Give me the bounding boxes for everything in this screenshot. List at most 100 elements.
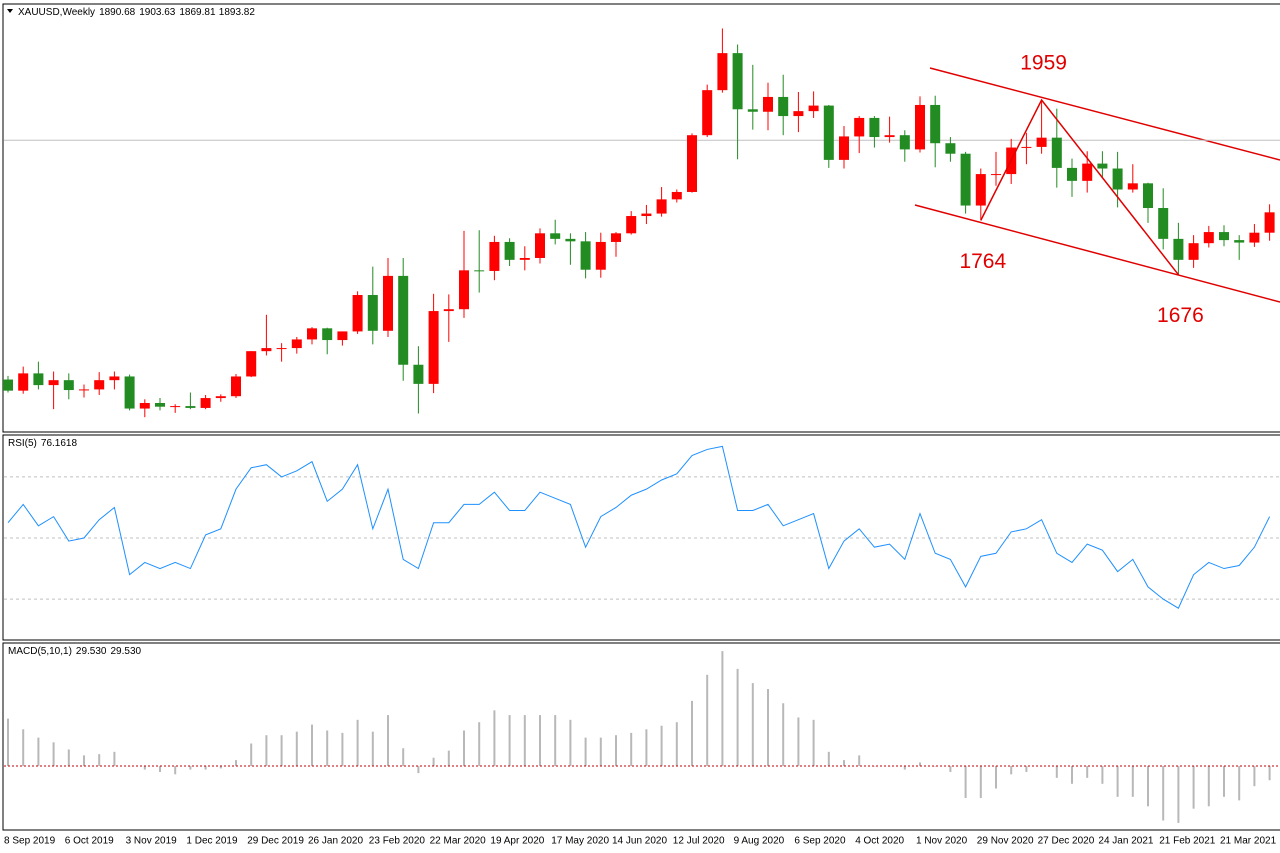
macd-bar (159, 766, 161, 772)
macd-bar (751, 683, 754, 767)
macd-bar (934, 766, 937, 767)
candle-body (276, 348, 287, 350)
candle-body (261, 348, 272, 352)
macd-bar (630, 732, 633, 767)
candle-body (215, 396, 226, 399)
candle-body (231, 376, 241, 397)
candle-body (641, 213, 652, 217)
macd-bar (523, 715, 526, 767)
candle-body (839, 136, 849, 160)
macd-bar (1253, 766, 1256, 787)
candle-body (565, 238, 576, 242)
x-tick-label: 3 Nov 2019 (126, 836, 178, 847)
macd-bar (1147, 766, 1149, 807)
macd-bar (280, 735, 283, 767)
candle-body (124, 376, 135, 409)
macd-bar (219, 766, 222, 769)
macd-bar (265, 735, 268, 767)
macd-bar (1101, 766, 1104, 784)
candle-body (1158, 208, 1169, 239)
macd-bar (37, 737, 40, 767)
macd-bar (1055, 766, 1058, 778)
candle-body (1173, 238, 1184, 260)
candle-body (580, 241, 591, 270)
x-tick-label: 17 May 2020 (551, 836, 609, 847)
x-tick-label: 26 Jan 2020 (308, 836, 363, 847)
x-tick-label: 6 Sep 2020 (794, 836, 846, 847)
title-part: 1890.68 (99, 7, 136, 18)
x-tick-label: 9 Aug 2020 (734, 836, 785, 847)
panel-title: MACD(5,10,1) 29.530 29.530 (8, 646, 142, 657)
candle-body (915, 104, 925, 150)
candle-body (246, 351, 257, 377)
candle-body (732, 53, 743, 110)
title-part: MACD(5,10,1) (8, 646, 72, 657)
macd-bar (1238, 766, 1241, 801)
x-tick-label: 4 Oct 2020 (855, 836, 904, 847)
x-tick-label: 27 Dec 2020 (1038, 836, 1095, 847)
candle-body (1082, 163, 1093, 181)
x-tick-label: 23 Feb 2020 (369, 836, 426, 847)
candle-body (717, 53, 728, 91)
macd-bar (645, 729, 648, 767)
candle-body (1127, 183, 1138, 190)
candle-body (504, 241, 515, 260)
macd-bar (311, 724, 313, 767)
macd-bar (67, 749, 70, 767)
candle-body (763, 96, 773, 112)
macd-bar (736, 668, 739, 767)
candle-body (702, 90, 713, 136)
macd-bar (341, 732, 344, 767)
candle-body (428, 311, 439, 384)
macd-bar (1177, 766, 1180, 823)
zigzag-line (980, 98, 1179, 276)
candle-body (945, 143, 956, 154)
candle-body (48, 380, 59, 386)
macd-bar (554, 715, 557, 767)
candle-body (595, 241, 606, 270)
macd-bar (356, 719, 359, 767)
macd-bar (1025, 766, 1028, 772)
candle-body (884, 135, 895, 138)
title-part: 76.1618 (41, 438, 78, 449)
macd-bar (843, 760, 845, 767)
macd-bar (417, 766, 420, 774)
candle-body (459, 270, 469, 310)
macd-bar (964, 766, 967, 799)
macd-bar (83, 755, 85, 767)
macd-bar (113, 751, 116, 767)
macd-bar (463, 730, 465, 767)
candle-body (3, 379, 13, 391)
macd-bar (569, 719, 572, 767)
macd-bar (1010, 766, 1013, 775)
candle-body (489, 241, 500, 271)
candle-body (778, 96, 789, 117)
macd-bar (797, 717, 800, 767)
candle-body (793, 111, 804, 117)
candle-body (18, 373, 29, 391)
candle-body (307, 328, 317, 340)
macd-bar (402, 748, 405, 767)
candle-body (413, 364, 424, 384)
candle-body (671, 191, 682, 200)
candle-body (930, 104, 941, 144)
x-tick-label: 29 Nov 2020 (977, 836, 1034, 847)
channel-lower (914, 204, 1280, 303)
macd-bar (98, 754, 101, 767)
macd-bar (995, 766, 997, 789)
macd-bar (22, 729, 25, 767)
candle-body (656, 199, 667, 214)
candle-body (291, 339, 302, 349)
title-part: 1869.81 (179, 7, 216, 18)
x-tick-label: 8 Sep 2019 (4, 836, 56, 847)
candle-body (1188, 243, 1199, 260)
macd-bar (295, 731, 298, 767)
macd-bar (1071, 766, 1073, 784)
macd-bar (447, 750, 450, 767)
candle-body (1036, 137, 1047, 147)
macd-bar (1268, 766, 1271, 781)
macd-bar (721, 651, 724, 767)
macd-bar (584, 737, 587, 767)
macd-bar (508, 715, 511, 767)
